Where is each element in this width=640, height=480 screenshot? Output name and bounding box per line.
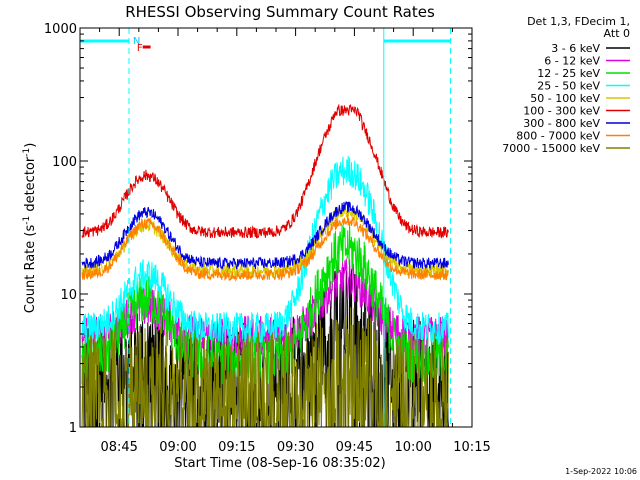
series-line-8 bbox=[81, 307, 449, 428]
series-line-2 bbox=[81, 223, 449, 386]
legend-label-6: 300 - 800 keV bbox=[523, 117, 600, 130]
series-line-7 bbox=[81, 214, 449, 282]
y-tick-label-1: 10 bbox=[60, 288, 77, 303]
series-line-5 bbox=[81, 103, 449, 239]
x-tick-label-2: 09:15 bbox=[218, 440, 255, 455]
series-line-4 bbox=[81, 204, 449, 279]
legend-label-7: 800 - 7000 keV bbox=[516, 130, 600, 143]
x-tick-label-1: 09:00 bbox=[159, 440, 196, 455]
y-tick-label-0: 1 bbox=[69, 421, 77, 436]
legend-label-0: 3 - 6 keV bbox=[551, 42, 600, 55]
x-tick-label-3: 09:30 bbox=[277, 440, 314, 455]
footer-timestamp: 1-Sep-2022 10:06 bbox=[565, 467, 637, 476]
legend-label-4: 50 - 100 keV bbox=[530, 92, 600, 105]
legend-label-2: 12 - 25 keV bbox=[537, 67, 600, 80]
annotation-n: N bbox=[133, 36, 140, 47]
y-label-part2: detector bbox=[23, 156, 38, 216]
plot-area: NF bbox=[79, 28, 451, 428]
x-tick-label-0: 08:45 bbox=[100, 440, 137, 455]
series-line-3 bbox=[81, 155, 449, 345]
axis-ticks: 08:45 09:00 09:15 09:30 09:45 10:00 10:15 1 10 10… bbox=[44, 22, 491, 455]
annotation-f: F bbox=[137, 43, 143, 54]
y-tick-label-2: 100 bbox=[52, 155, 77, 170]
x-tick-label-6: 10:15 bbox=[453, 440, 490, 455]
x-axis-label: Start Time (08-Sep-16 08:35:02) bbox=[174, 456, 385, 471]
y-label-part3: ) bbox=[23, 143, 38, 148]
chart-title: RHESSI Observing Summary Count Rates bbox=[125, 3, 435, 21]
legend-label-5: 100 - 300 keV bbox=[523, 105, 600, 118]
legend-label-8: 7000 - 15000 keV bbox=[502, 142, 600, 155]
y-label-sup1: -1 bbox=[22, 216, 32, 225]
y-tick-label-3: 1000 bbox=[44, 22, 77, 37]
x-tick-label-5: 10:00 bbox=[394, 440, 431, 455]
y-axis-label: Count Rate (s-1 detector-1) bbox=[22, 143, 38, 314]
x-tick-label-4: 09:45 bbox=[336, 440, 373, 455]
y-label-sup2: -1 bbox=[22, 148, 32, 157]
series-line-6 bbox=[81, 201, 449, 271]
y-label-part1: Count Rate (s bbox=[23, 225, 38, 314]
legend-header-2: Att 0 bbox=[604, 27, 630, 40]
legend-header-1: Det 1,3, FDecim 1, bbox=[527, 15, 630, 28]
legend-label-1: 6 - 12 keV bbox=[544, 55, 600, 68]
legend-label-3: 25 - 50 keV bbox=[537, 80, 600, 93]
